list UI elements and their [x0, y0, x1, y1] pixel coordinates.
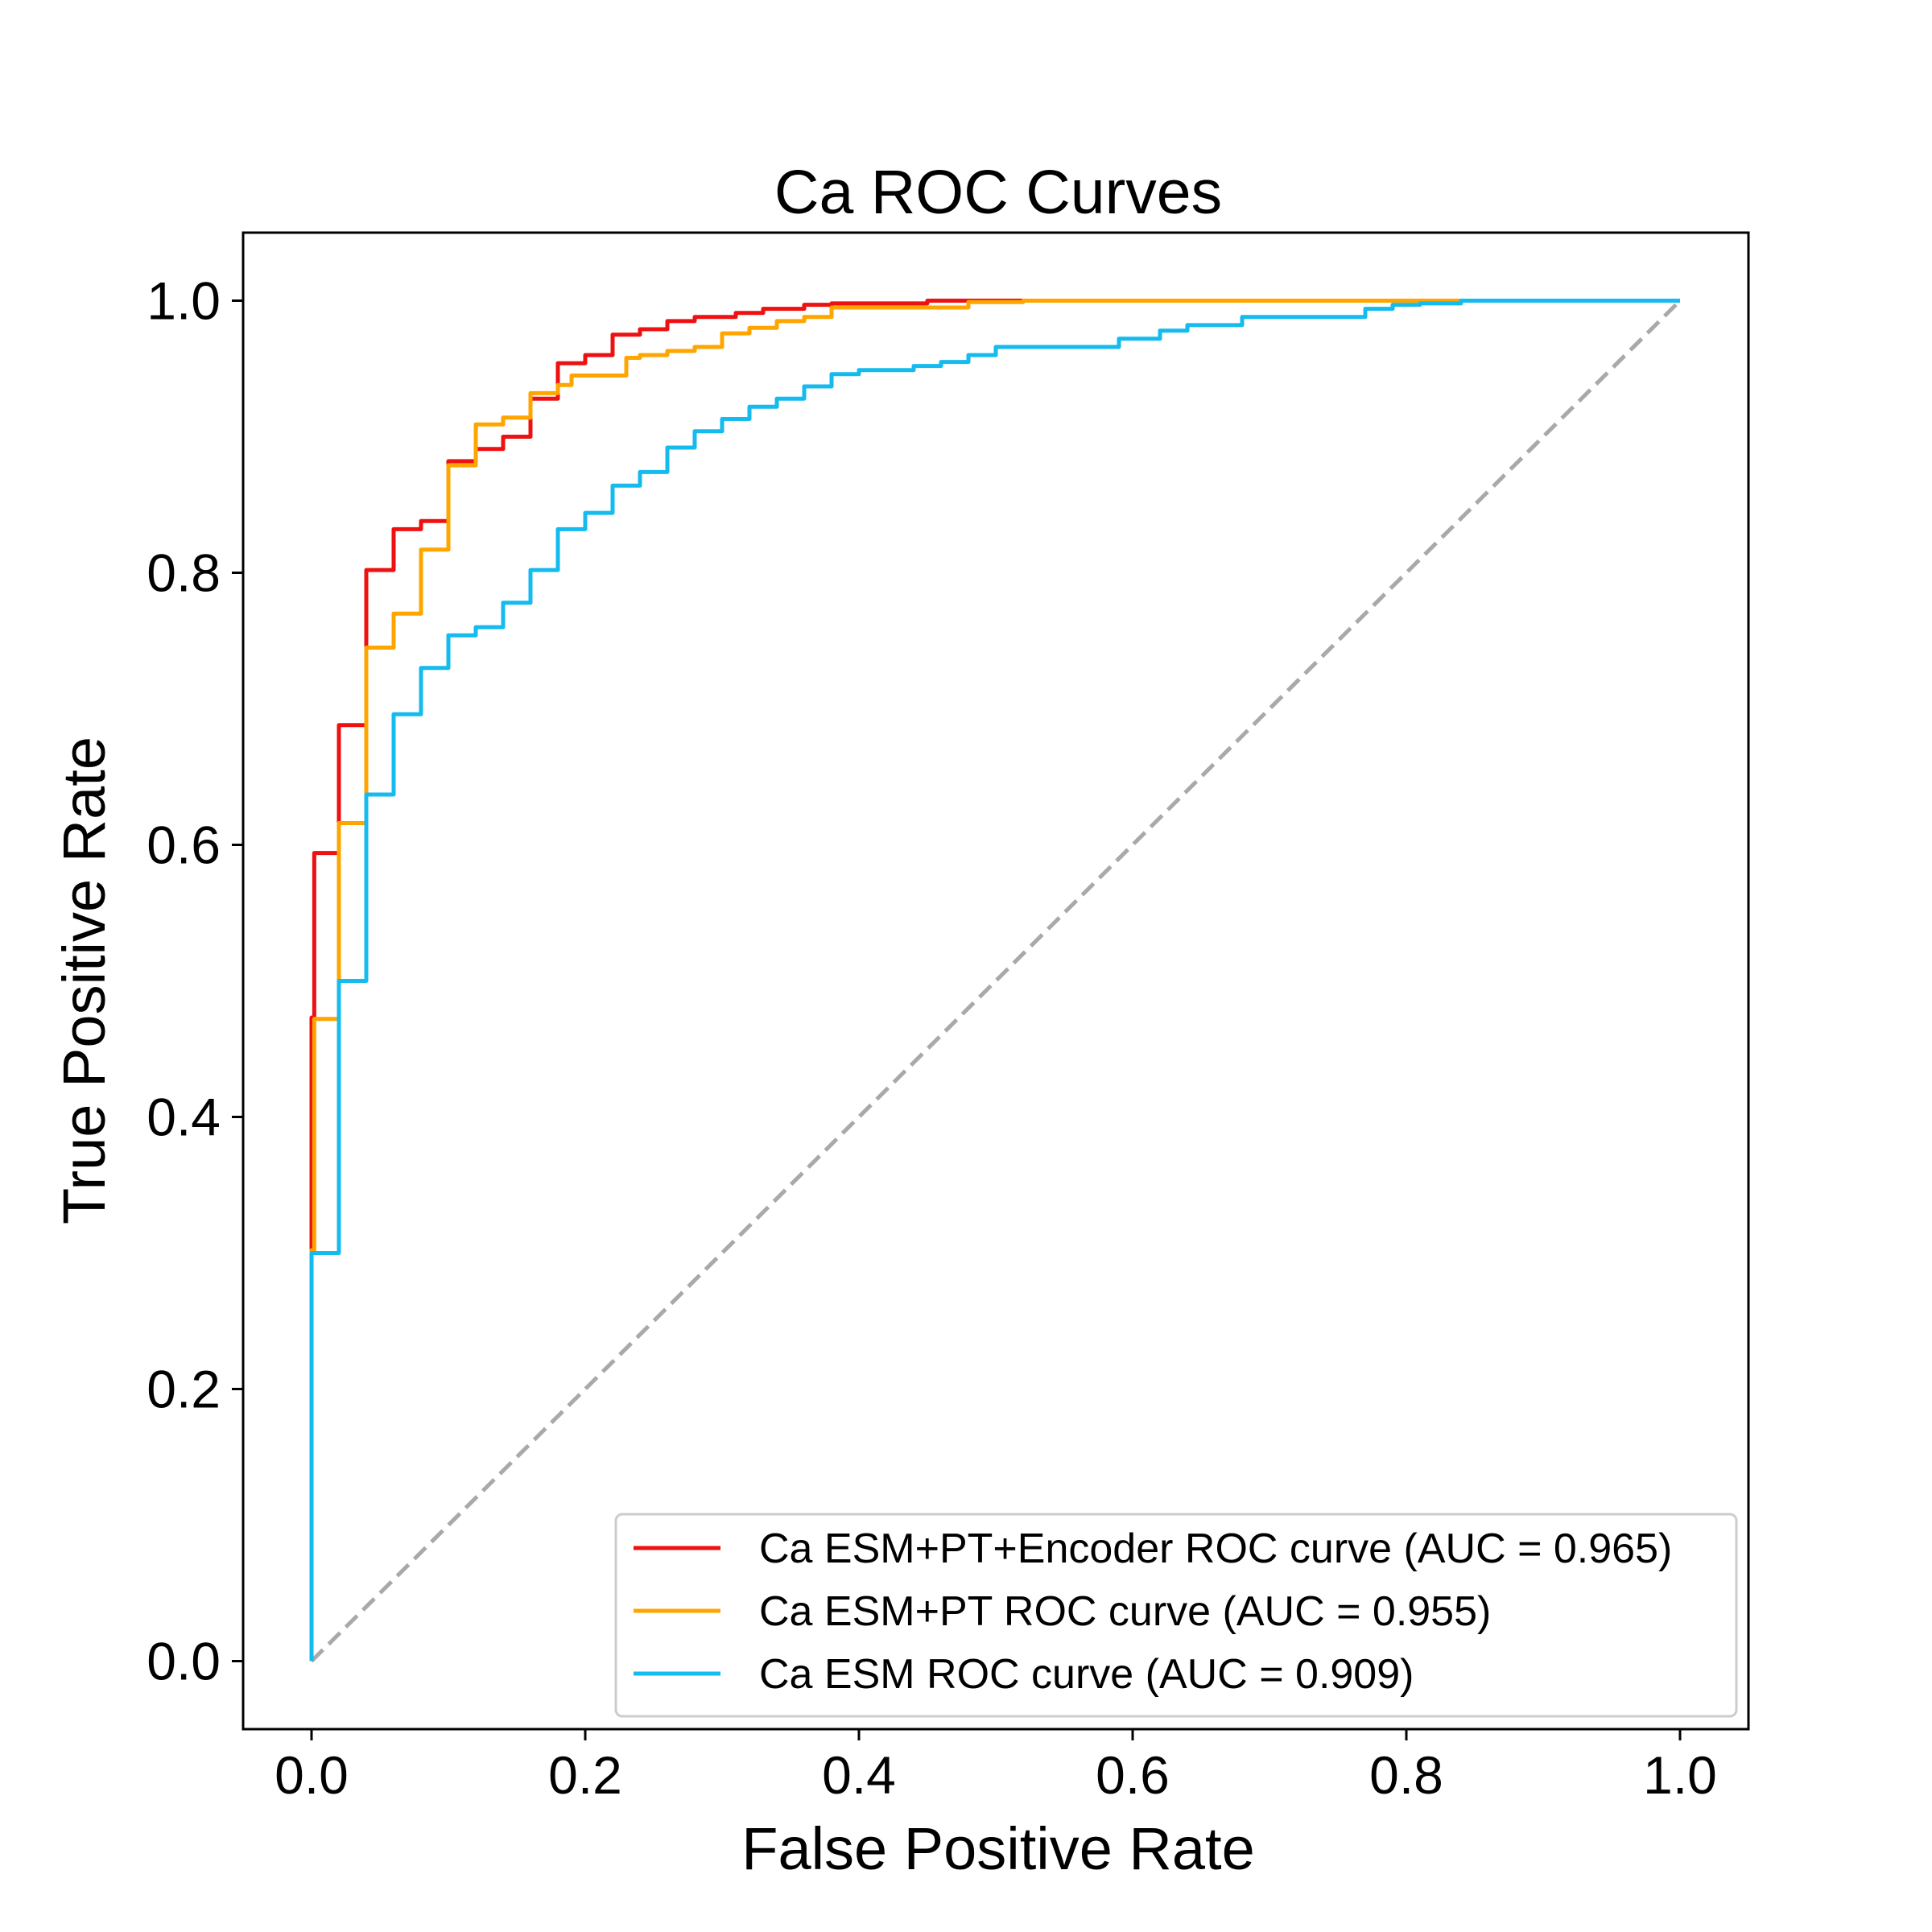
- chart-title: Ca ROC Curves: [774, 158, 1222, 227]
- plot-area: [309, 299, 1682, 1663]
- y-tick-label: 0.2: [147, 1360, 221, 1419]
- roc-curve-series-3: [309, 299, 1680, 1662]
- legend-box: [614, 1513, 1738, 1718]
- x-tick-label: 0.2: [548, 1745, 622, 1805]
- x-tick-label: 0.4: [822, 1745, 896, 1805]
- x-tick-label: 1.0: [1643, 1745, 1717, 1805]
- roc-curve-series-1: [309, 299, 1680, 1662]
- x-axis-label: False Positive Rate: [741, 1815, 1255, 1882]
- legend-label: Ca ESM+PT ROC curve (AUC = 0.955): [759, 1588, 1491, 1635]
- x-tick-label: 0.8: [1369, 1745, 1443, 1805]
- legend-label: Ca ESM+PT+Encoder ROC curve (AUC = 0.965…: [759, 1525, 1672, 1572]
- diagonal-reference-line: [310, 299, 1682, 1663]
- y-tick-label: 0.4: [147, 1088, 221, 1147]
- x-tick-label: 0.0: [275, 1745, 349, 1805]
- y-tick-label: 0.0: [147, 1632, 221, 1691]
- y-axis-label: True Positive Rate: [51, 737, 118, 1224]
- y-tick-label: 0.6: [147, 815, 221, 875]
- plot-frame: [242, 231, 1750, 1731]
- y-tick-label: 0.8: [147, 543, 221, 603]
- roc-curve-series-2: [309, 299, 1680, 1662]
- legend: Ca ESM+PT+Encoder ROC curve (AUC = 0.965…: [614, 1513, 1738, 1718]
- legend-label: Ca ESM ROC curve (AUC = 0.909): [759, 1651, 1414, 1698]
- y-tick-label: 1.0: [147, 271, 221, 331]
- x-tick-label: 0.6: [1096, 1745, 1170, 1805]
- axis-ticks: 0.0 0.2 0.4 0.6 0.8 1.0 0.0 0.2 0.4 0.6 0.8 1.0: [147, 271, 1717, 1806]
